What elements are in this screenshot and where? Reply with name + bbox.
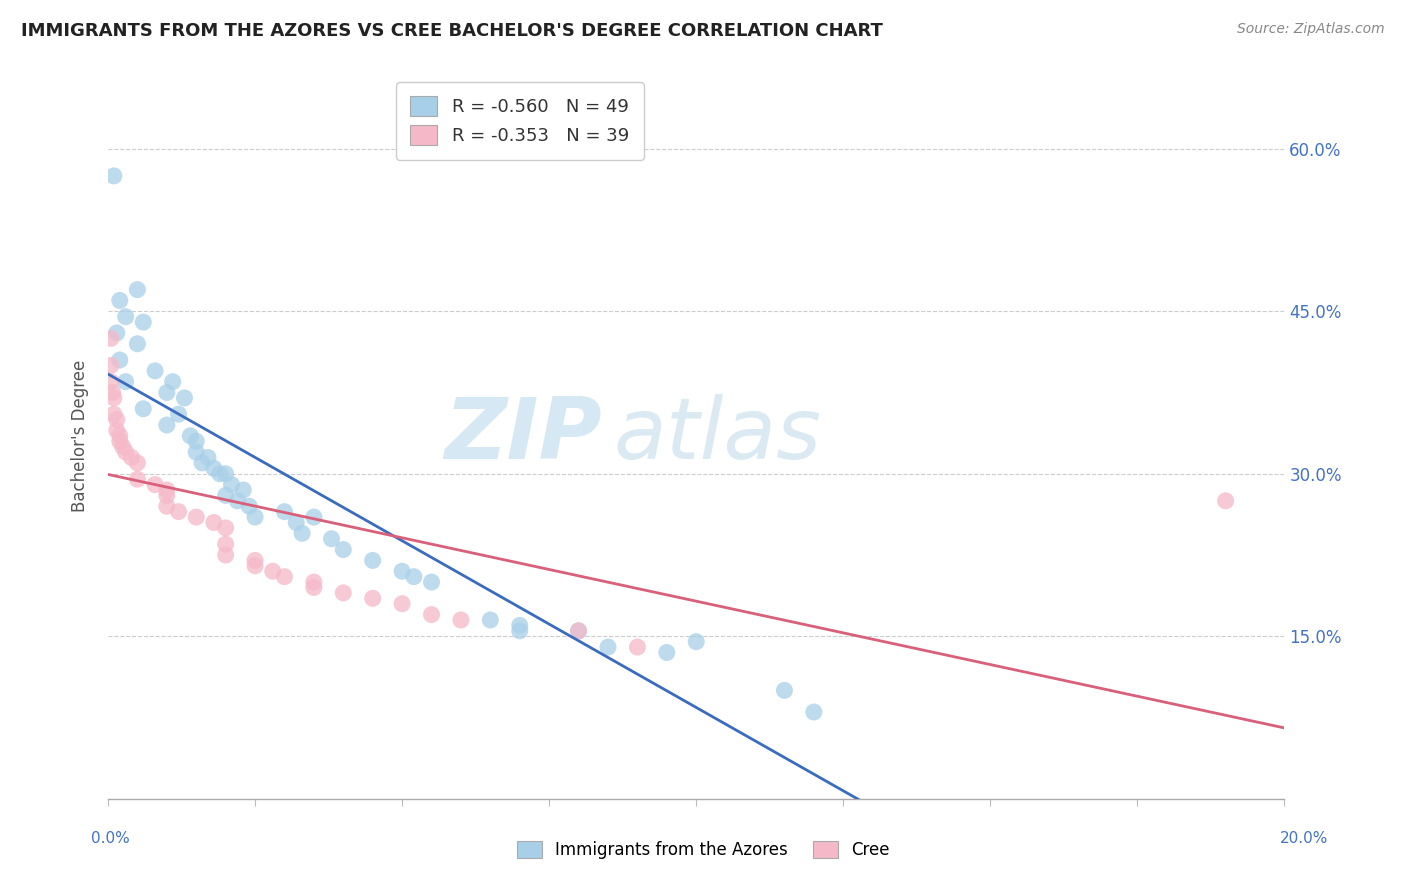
Text: 20.0%: 20.0%	[1281, 831, 1329, 846]
Point	[214, 521, 236, 535]
Point	[420, 575, 443, 590]
Point	[1215, 493, 1237, 508]
Point	[202, 461, 225, 475]
Point	[202, 516, 225, 530]
Point	[285, 516, 308, 530]
Point	[179, 429, 201, 443]
Point	[127, 283, 149, 297]
Point	[567, 624, 589, 638]
Point	[361, 591, 384, 606]
Point	[108, 434, 131, 449]
Point	[114, 445, 136, 459]
Point	[232, 483, 254, 497]
Point	[132, 401, 155, 416]
Point	[208, 467, 231, 481]
Point	[108, 353, 131, 368]
Point	[127, 336, 149, 351]
Point	[450, 613, 472, 627]
Point	[191, 456, 214, 470]
Point	[626, 640, 648, 654]
Point	[773, 683, 796, 698]
Point	[121, 450, 143, 465]
Point	[111, 440, 134, 454]
Point	[273, 505, 295, 519]
Point	[108, 293, 131, 308]
Point	[114, 310, 136, 324]
Point	[156, 500, 179, 514]
Point	[262, 564, 284, 578]
Legend: R = -0.560   N = 49, R = -0.353   N = 39: R = -0.560 N = 49, R = -0.353 N = 39	[396, 82, 644, 160]
Point	[509, 624, 531, 638]
Point	[143, 364, 166, 378]
Point	[332, 586, 354, 600]
Text: atlas: atlas	[614, 394, 823, 477]
Point	[214, 467, 236, 481]
Point	[655, 645, 678, 659]
Point	[214, 488, 236, 502]
Point	[243, 553, 266, 567]
Point	[302, 581, 325, 595]
Point	[156, 483, 179, 497]
Point	[156, 488, 179, 502]
Point	[332, 542, 354, 557]
Text: IMMIGRANTS FROM THE AZORES VS CREE BACHELOR'S DEGREE CORRELATION CHART: IMMIGRANTS FROM THE AZORES VS CREE BACHE…	[21, 22, 883, 40]
Point	[127, 472, 149, 486]
Point	[361, 553, 384, 567]
Point	[105, 424, 128, 438]
Point	[100, 375, 122, 389]
Point	[273, 569, 295, 583]
Point	[243, 558, 266, 573]
Point	[197, 450, 219, 465]
Point	[509, 618, 531, 632]
Point	[238, 500, 260, 514]
Point	[402, 569, 425, 583]
Point	[302, 575, 325, 590]
Point	[103, 391, 125, 405]
Point	[132, 315, 155, 329]
Point	[114, 375, 136, 389]
Text: Source: ZipAtlas.com: Source: ZipAtlas.com	[1237, 22, 1385, 37]
Point	[162, 375, 184, 389]
Point	[226, 493, 249, 508]
Point	[214, 537, 236, 551]
Point	[105, 326, 128, 340]
Point	[167, 407, 190, 421]
Point	[302, 510, 325, 524]
Point	[567, 624, 589, 638]
Point	[127, 456, 149, 470]
Point	[479, 613, 502, 627]
Point	[186, 445, 208, 459]
Point	[214, 548, 236, 562]
Point	[391, 564, 413, 578]
Point	[156, 385, 179, 400]
Point	[420, 607, 443, 622]
Text: 0.0%: 0.0%	[91, 831, 131, 846]
Point	[100, 359, 122, 373]
Point	[186, 434, 208, 449]
Point	[103, 169, 125, 183]
Point	[101, 385, 124, 400]
Point	[321, 532, 343, 546]
Point	[173, 391, 195, 405]
Point	[105, 412, 128, 426]
Point	[221, 477, 243, 491]
Point	[143, 477, 166, 491]
Point	[167, 505, 190, 519]
Point	[596, 640, 619, 654]
Y-axis label: Bachelor's Degree: Bachelor's Degree	[72, 359, 89, 512]
Point	[156, 417, 179, 432]
Point	[100, 331, 122, 345]
Point	[243, 510, 266, 524]
Legend: Immigrants from the Azores, Cree: Immigrants from the Azores, Cree	[510, 834, 896, 866]
Point	[803, 705, 825, 719]
Point	[391, 597, 413, 611]
Point	[291, 526, 314, 541]
Text: ZIP: ZIP	[444, 394, 602, 477]
Point	[685, 634, 707, 648]
Point	[186, 510, 208, 524]
Point	[103, 407, 125, 421]
Point	[108, 429, 131, 443]
